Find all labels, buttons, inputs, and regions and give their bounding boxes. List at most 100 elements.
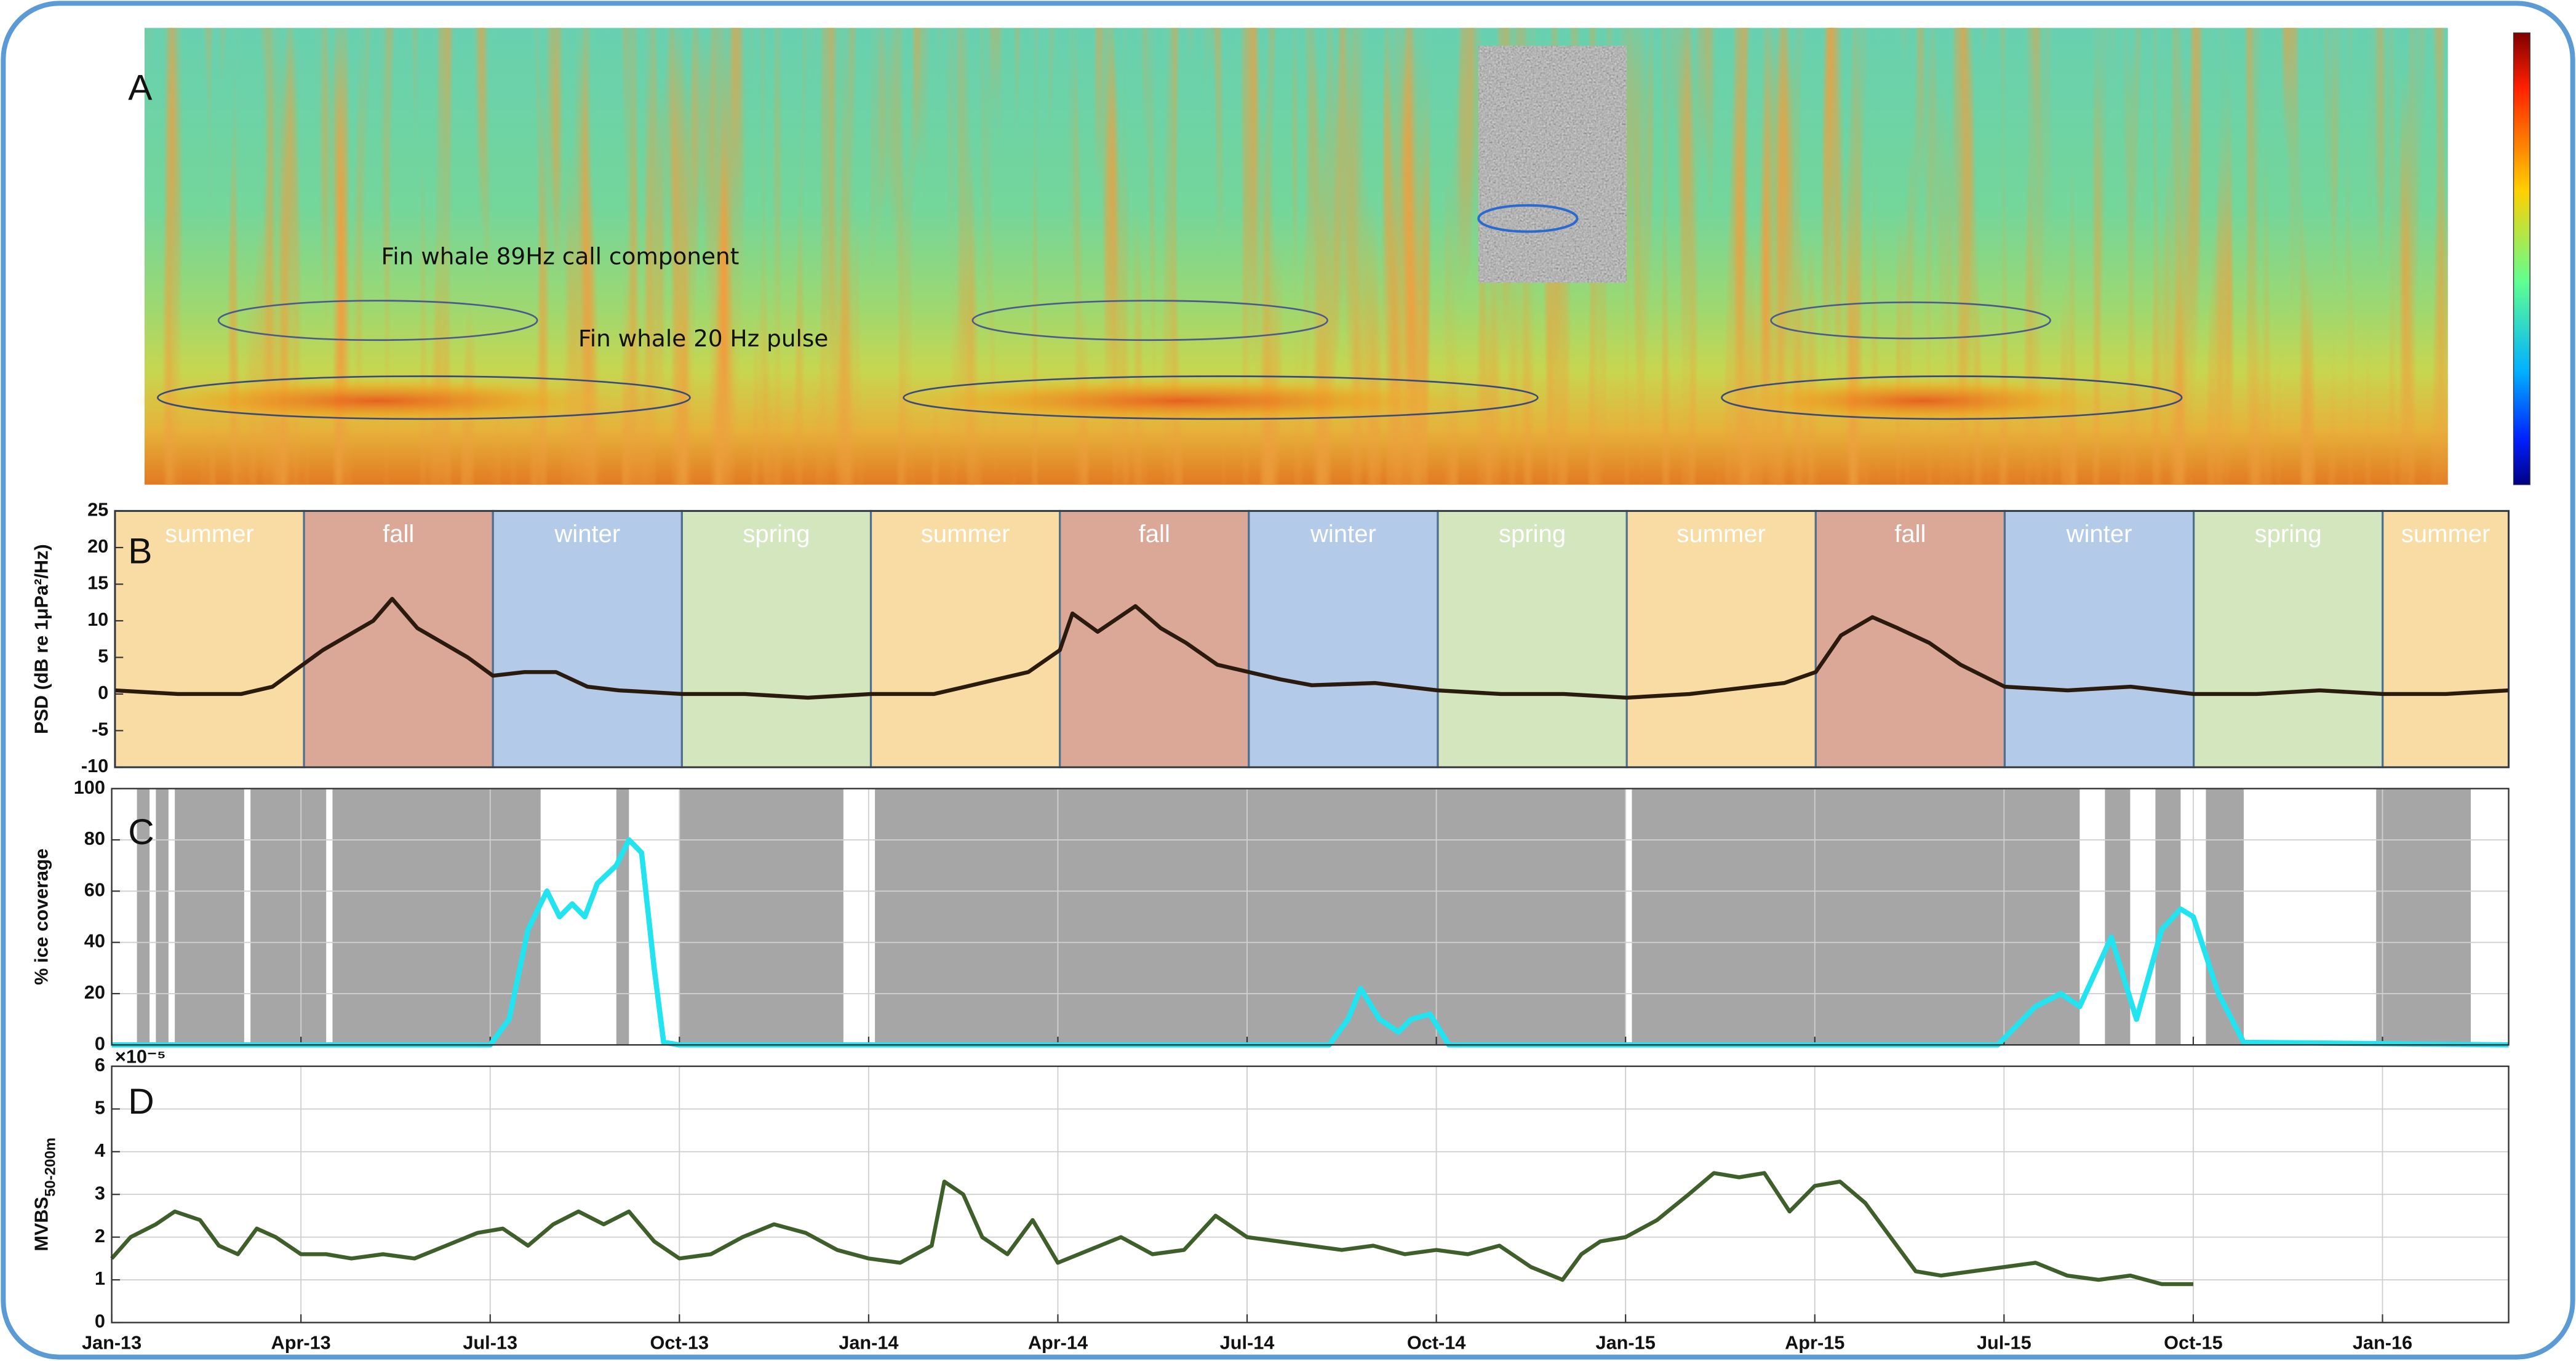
hot-band (1725, 378, 2119, 424)
season-label: summer (165, 521, 254, 548)
shaded-span (616, 788, 629, 1045)
annotation: Fin whale 89Hz call component (381, 243, 740, 270)
series-line (114, 597, 2509, 700)
y-tick-label: 40 (84, 930, 105, 952)
y-tick-label: 1 (95, 1267, 105, 1289)
shaded-span (156, 788, 169, 1045)
y-tick-label: 2 (95, 1225, 105, 1247)
shaded-span (175, 788, 244, 1045)
y-axis-label: % ice coverage (31, 848, 52, 985)
season-label: spring (1499, 521, 1566, 548)
annotation-ellipse (971, 300, 1328, 341)
season-label: summer (921, 521, 1010, 548)
inset-grain (1478, 46, 1627, 283)
season-label: winter (1310, 521, 1376, 548)
season-band (680, 509, 872, 768)
y-tick-label: 3 (95, 1182, 105, 1203)
y-tick-label: -5 (92, 719, 108, 740)
shaded-span (250, 788, 327, 1045)
x-tick-label: Jul-15 (1977, 1331, 2032, 1353)
shaded-span (1632, 788, 2080, 1045)
season-label: winter (554, 521, 620, 548)
panel: 0 1 2 3 4 5 6 Jan-13 Apr-13 Jul-13 Oct-13 Jan-14 Apr… (31, 1046, 2510, 1353)
y-axis-label: MVBS50-200m (31, 1138, 59, 1251)
y-multiplier: ×10⁻⁵ (115, 1046, 166, 1068)
y-tick-label: 0 (95, 1311, 105, 1332)
season-label: fall (1894, 521, 1926, 548)
shaded-span (332, 788, 541, 1045)
season-band (303, 509, 494, 768)
shaded-span (137, 788, 150, 1045)
x-tick-label: Jan-13 (82, 1331, 142, 1353)
y-tick-label: 4 (95, 1139, 105, 1161)
x-tick-label: Oct-14 (1407, 1331, 1466, 1353)
plot-frame (111, 788, 2510, 1046)
plot-frame (114, 510, 2510, 768)
x-tick-label: Apr-14 (1028, 1331, 1088, 1353)
annotation-ellipse (903, 375, 1539, 420)
panel: 0 20 40 60 80 100 C % ice coverage (31, 776, 2510, 1054)
hot-band (131, 378, 624, 424)
hot-band (887, 378, 1479, 424)
shaded-span (875, 788, 1626, 1045)
y-axis-label-sub: 50-200m (42, 1138, 58, 1197)
series-line (111, 837, 2509, 1048)
y-tick-label: 100 (74, 776, 105, 798)
x-tick-label: Jul-13 (463, 1331, 517, 1353)
panel-label: A (128, 68, 153, 108)
y-tick-label: -10 (81, 755, 108, 776)
season-label: winter (2066, 521, 2132, 548)
y-tick-label: 15 (87, 572, 108, 594)
annotation-ellipse (217, 300, 538, 341)
season-band (2003, 509, 2195, 768)
x-tick-label: Oct-15 (2164, 1331, 2223, 1353)
panel-label: C (128, 812, 154, 852)
x-tick-label: Jan-16 (2353, 1331, 2412, 1353)
shaded-span (679, 788, 843, 1045)
y-tick-label: 80 (84, 828, 105, 849)
spectrogram (131, 28, 2530, 485)
y-axis-label-main: % ice coverage (31, 848, 52, 985)
x-tick-label: Jan-14 (839, 1331, 898, 1353)
season-band (1814, 509, 2006, 768)
y-tick-label: 0 (95, 1032, 105, 1054)
season-band (492, 509, 683, 768)
season-band (1059, 509, 1250, 768)
annotation: Fin whale 20 Hz pulse (578, 325, 828, 352)
shaded-span (2376, 788, 2471, 1045)
y-tick-label: 0 (98, 682, 108, 703)
y-axis-label-main: MVBS (31, 1197, 52, 1251)
y-tick-label: 10 (87, 609, 108, 630)
panel-label: B (128, 531, 152, 571)
y-tick-label: 5 (95, 1096, 105, 1118)
season-band (1625, 509, 1817, 768)
season-band (1437, 509, 1628, 768)
y-axis-label: PSD (dB re 1μPa²/Hz) (31, 544, 52, 734)
panel-label: D (128, 1082, 154, 1122)
season-band (2382, 509, 2510, 768)
y-tick-label: 60 (84, 879, 105, 900)
x-tick-label: Oct-13 (650, 1331, 709, 1353)
panel: summer fall winter spring summer fall winter sp… (31, 499, 2510, 776)
inset-ellipse (1477, 204, 1579, 233)
y-tick-label: 20 (87, 535, 108, 557)
x-tick-label: Apr-15 (1785, 1331, 1844, 1353)
shaded-span (2105, 788, 2131, 1045)
colorbar (2513, 32, 2530, 485)
season-band (114, 509, 305, 768)
season-label: spring (2255, 521, 2322, 548)
season-label: spring (743, 521, 810, 548)
annotation-ellipse (1770, 301, 2051, 340)
season-label: summer (1677, 521, 1766, 548)
annotation-ellipse (1721, 375, 2183, 420)
season-band (1248, 509, 1439, 768)
y-axis-label-main: PSD (dB re 1μPa²/Hz) (31, 544, 52, 734)
season-band (869, 509, 1061, 768)
annotation-ellipse (157, 375, 691, 420)
season-label: fall (1139, 521, 1170, 548)
season-label: summer (2401, 521, 2490, 548)
y-tick-label: 6 (95, 1054, 105, 1076)
x-tick-label: Jan-15 (1596, 1331, 1656, 1353)
